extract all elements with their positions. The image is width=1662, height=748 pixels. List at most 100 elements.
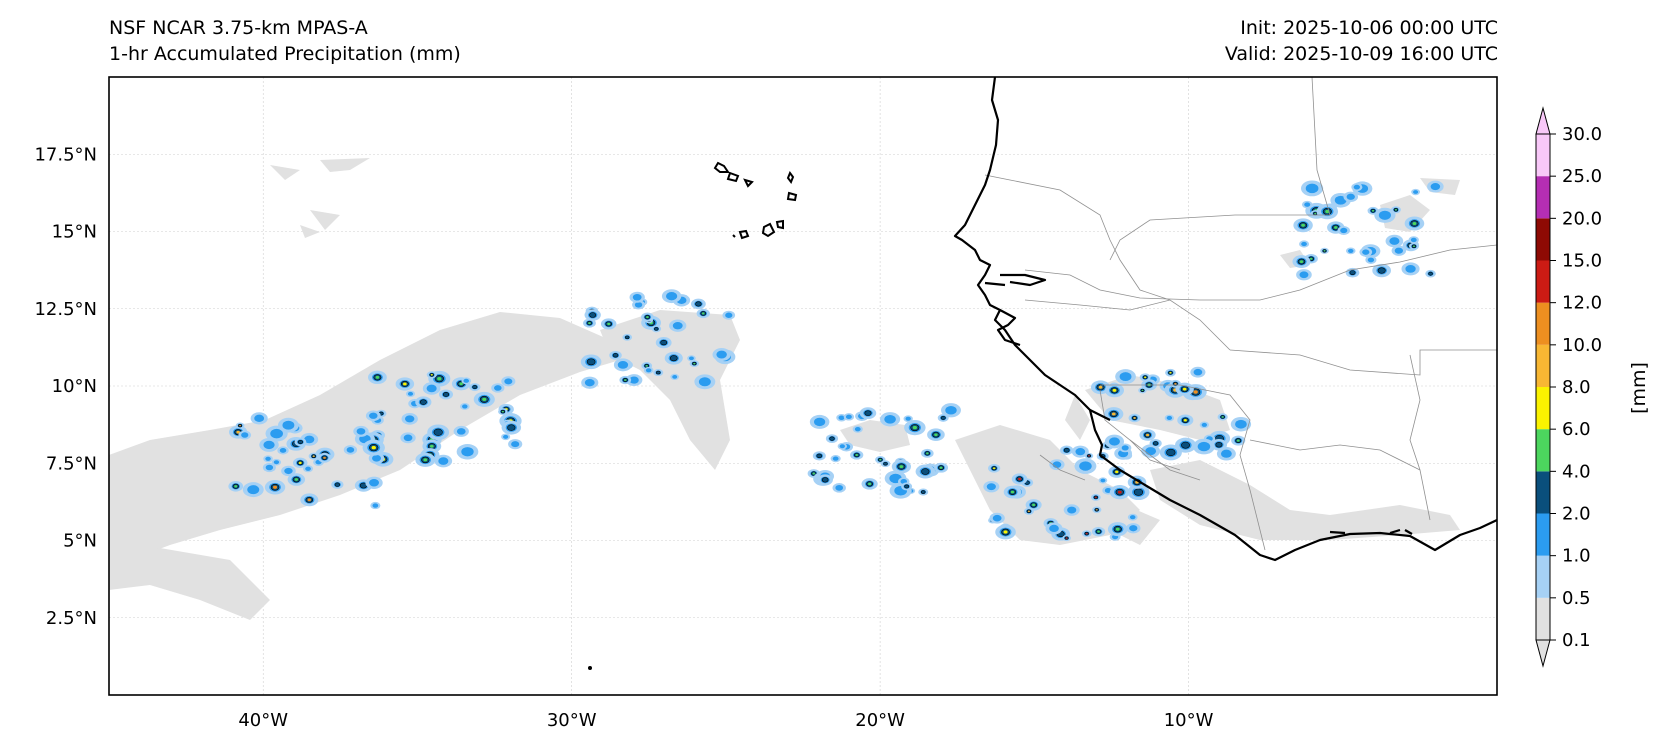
precip-cell-peak (430, 373, 433, 376)
precip-cell-moderate (407, 391, 414, 396)
precip-cell-moderate (814, 417, 826, 427)
precip-cell-moderate (369, 479, 379, 487)
precip-cell-peak (1412, 245, 1415, 248)
precip-cell-peak (1429, 272, 1432, 275)
precip-cell-peak (380, 412, 383, 415)
precip-cell-peak (1314, 212, 1317, 215)
precip-cell-peak (607, 322, 611, 326)
map-frame (108, 76, 1498, 696)
colorbar-segment (1536, 260, 1550, 303)
precip-cell-moderate (905, 416, 911, 421)
precip-cell-moderate (372, 454, 381, 462)
precip-cell-peak (1065, 449, 1068, 452)
lat-tick-label: 10°N (52, 376, 97, 397)
precip-cell-moderate (688, 356, 694, 361)
precip-cell-moderate (247, 485, 260, 495)
precip-cell-peak (645, 364, 648, 367)
precip-cell-moderate (838, 415, 845, 421)
precip-cell-peak (662, 341, 666, 344)
precip-cell-moderate (1121, 445, 1129, 451)
colorbar-tick-label: 25.0 (1562, 166, 1602, 187)
precip-cell-peak (1351, 271, 1354, 274)
precip-cell-peak (1115, 470, 1119, 474)
precip-cell-moderate (494, 385, 502, 391)
precip-cell-moderate (1362, 249, 1370, 255)
precip-cell-moderate (629, 376, 639, 384)
field-title: 1-hr Accumulated Precipitation (mm) (109, 43, 461, 65)
precip-cell-peak (298, 461, 302, 465)
colorbar-tick-label: 12.0 (1562, 293, 1602, 314)
precip-cell-moderate (511, 441, 520, 448)
colorbar-segment (1536, 344, 1550, 387)
init-time: Init: 2025-10-06 00:00 UTC (1240, 17, 1498, 39)
precip-cell-peak (696, 302, 700, 306)
precip-cell-peak (624, 379, 627, 381)
longitude-axis: 40°W 30°W 20°W 10°W (238, 710, 1213, 731)
precip-cell-peak (657, 371, 660, 374)
colorbar-segment (1536, 218, 1550, 261)
precip-cell-peak (1236, 439, 1240, 442)
precip-cell-peak (307, 498, 312, 502)
precip-cell-moderate (1367, 257, 1375, 263)
colorbar-extend-min (1535, 639, 1551, 668)
precip-cell-peak (1193, 390, 1198, 394)
precip-cell-peak (1144, 376, 1147, 379)
precip-cell-moderate (504, 378, 513, 385)
precip-cell-peak (1027, 510, 1030, 513)
precip-cell-peak (1169, 371, 1172, 374)
model-title: NSF NCAR 3.75-km MPAS-A (109, 17, 368, 39)
colorbar-segment (1536, 134, 1550, 177)
colorbar-segment (1536, 302, 1550, 345)
country-borders (984, 77, 1497, 551)
precip-cell-peak (1088, 455, 1090, 457)
colorbar-tick-label: 10.0 (1562, 335, 1602, 356)
precip-cell-moderate (1389, 237, 1400, 245)
precip-cell-peak (435, 430, 441, 434)
precip-cell-moderate (346, 447, 355, 453)
precip-cell-moderate (1430, 183, 1441, 191)
precip-cell-moderate (461, 447, 474, 457)
precip-cell-peak (1221, 416, 1224, 418)
precip-cell-moderate (835, 484, 844, 491)
colorbar-segment (1536, 387, 1550, 430)
precip-cell-peak (1095, 509, 1098, 511)
precip-cell-moderate (1334, 195, 1347, 205)
lat-tick-label: 15°N (52, 222, 97, 243)
precip-cell-moderate (456, 428, 466, 435)
precip-cluster-atlantic-cluster-north (580, 289, 736, 390)
precip-cells (228, 180, 1444, 542)
precip-cell-peak (1412, 221, 1417, 226)
precip-cell-moderate (305, 466, 311, 471)
precip-cell-peak (1136, 490, 1141, 494)
precip-cell-peak (375, 375, 380, 379)
precip-cell-moderate (503, 434, 509, 439)
precip-cell-peak (459, 382, 463, 386)
precip-cell-moderate (438, 457, 449, 465)
precip-cell-peak (1003, 530, 1008, 534)
precip-cell-moderate (634, 302, 643, 308)
precip-cell-moderate (832, 456, 839, 461)
colorbar-segment (1536, 555, 1550, 598)
precip-cell-moderate (672, 375, 678, 379)
precip-cell-moderate (1410, 237, 1417, 243)
cape-verde-islands (713, 161, 798, 240)
precip-cell-peak (294, 478, 299, 481)
precip-cell-moderate (304, 435, 315, 444)
precip-cell-peak (273, 485, 278, 489)
precip-cell-peak (423, 458, 428, 462)
latitude-axis: 2.5°N 5°N 7.5°N 10°N 12.5°N 15°N 17.5°N (34, 144, 97, 629)
precip-cell-moderate (1304, 202, 1311, 207)
precip-cell-peak (234, 485, 238, 488)
colorbar-tick-label: 1.0 (1562, 546, 1591, 567)
precip-cell-moderate (1049, 524, 1059, 533)
precip-cell-moderate (279, 447, 287, 453)
precip-cell-peak (1133, 417, 1136, 419)
precip-cell-peak (823, 478, 827, 482)
precip-cell-peak (912, 425, 918, 430)
lat-tick-label: 12.5°N (34, 299, 97, 320)
lat-tick-label: 5°N (63, 531, 97, 552)
precip-cell-peak (939, 466, 943, 469)
precip-cell-peak (1018, 477, 1022, 481)
precip-cell-peak (646, 316, 649, 319)
precip-cell-moderate (1220, 449, 1232, 458)
